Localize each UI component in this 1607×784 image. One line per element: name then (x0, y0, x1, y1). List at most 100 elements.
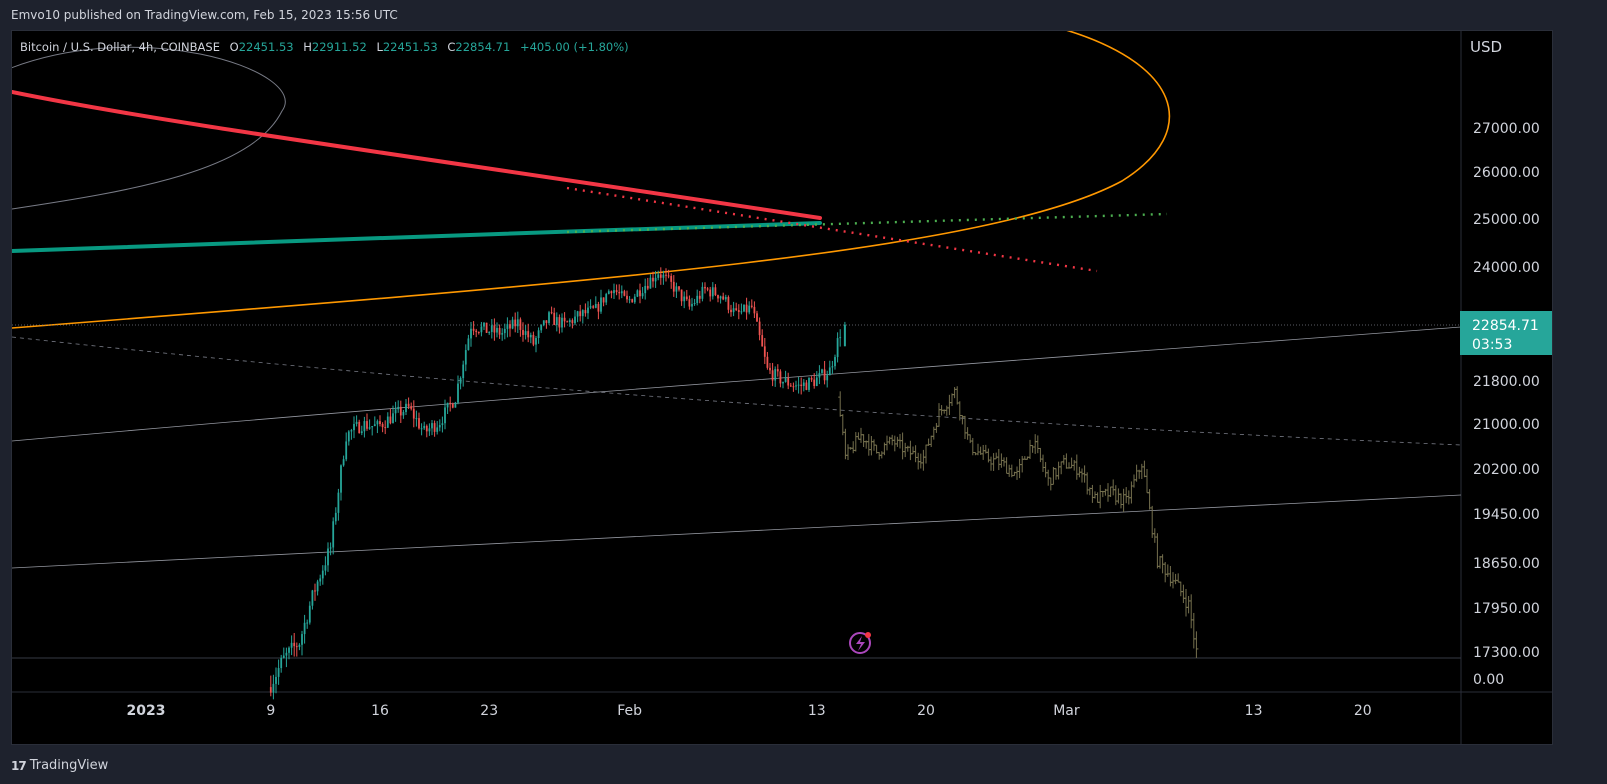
candle (779, 369, 782, 388)
candle-body (509, 324, 511, 329)
candle (311, 589, 314, 610)
candle-body (327, 548, 329, 566)
candle-body (511, 319, 514, 329)
candle-body (342, 459, 345, 466)
tradingview-brand[interactable]: 17 TradingView (11, 758, 108, 773)
candle (576, 310, 579, 323)
candle-body (392, 413, 394, 424)
ghost-bar (1134, 464, 1139, 482)
candle-body (308, 605, 311, 623)
candle-body (415, 418, 418, 420)
candle-body (758, 321, 761, 336)
candle-body (548, 312, 550, 323)
candle (623, 289, 626, 297)
candle (379, 415, 381, 427)
candle-body (574, 316, 576, 324)
ghost-bar (1080, 468, 1084, 483)
candle (563, 312, 566, 328)
price-tick-label: 19450.00 (1473, 507, 1540, 523)
candle (823, 360, 826, 385)
candle (433, 420, 436, 437)
ghost-bar (1090, 484, 1095, 503)
candle-body (337, 492, 340, 513)
candle (516, 311, 519, 334)
candle (475, 328, 478, 338)
candle-body (826, 375, 829, 381)
current-price-badge[interactable]: 22854.71 03:53 (1460, 311, 1553, 355)
candle (527, 323, 530, 343)
currency-label[interactable]: USD (1470, 38, 1502, 56)
candle (397, 400, 400, 413)
candle-body (732, 308, 735, 313)
ghost-bar (1054, 468, 1058, 480)
candle-body (306, 622, 309, 624)
candle-body (381, 423, 384, 428)
candle-body (298, 644, 301, 647)
candle (815, 371, 818, 387)
ghost-bar (1194, 631, 1199, 659)
candle-body (771, 370, 774, 381)
candle-body (613, 290, 615, 294)
candle (376, 419, 379, 434)
candle-body (433, 423, 436, 432)
ghost-bar (1129, 481, 1134, 504)
candle (618, 284, 621, 300)
candle (628, 296, 631, 304)
candle-body (324, 565, 327, 571)
drawings-layer (12, 31, 1462, 569)
ghost-bar (1163, 562, 1168, 583)
candle (698, 290, 701, 304)
candle (758, 317, 761, 341)
ghost-bar (976, 443, 980, 456)
candle-body (670, 275, 673, 282)
ghost-bar (1004, 457, 1009, 474)
candle (373, 416, 376, 427)
candle-body (555, 317, 558, 325)
candle-body (576, 311, 579, 317)
time-axis-ticks: 2023 9 16 23 Feb 13 20 Mar 13 20 (127, 703, 1372, 719)
candle-body (784, 377, 787, 382)
candle-body (464, 350, 467, 365)
candle (636, 289, 639, 298)
price-tick-label: 21000.00 (1473, 417, 1540, 433)
chart-frame[interactable]: 27000.00 26000.00 25000.00 24000.00 21800.00… (11, 30, 1553, 745)
candle-body (597, 303, 600, 312)
ghost-bar (1145, 469, 1149, 494)
candle (472, 321, 475, 336)
time-tick-label: 2023 (127, 703, 166, 719)
candle-body (438, 425, 441, 428)
time-tick-label: 13 (808, 703, 826, 719)
candle-body (418, 418, 420, 429)
price-tick-label: 26000.00 (1473, 165, 1540, 181)
candle-body (475, 330, 478, 333)
candle (358, 419, 361, 434)
candle-body (714, 287, 717, 296)
candle-body (360, 431, 363, 434)
candle-body (558, 317, 561, 328)
bar-countdown: 03:53 (1472, 337, 1512, 353)
candle-body (550, 312, 553, 314)
candle (813, 373, 816, 389)
ghost-bar (944, 405, 949, 416)
candle (340, 464, 342, 501)
ghost-bar (1082, 465, 1087, 483)
ghost-bar (843, 428, 848, 460)
chart-canvas[interactable]: 27000.00 26000.00 25000.00 24000.00 21800.00… (12, 31, 1553, 745)
ghost-bar (903, 442, 908, 458)
candle-body (402, 411, 405, 416)
candle (665, 268, 667, 282)
lightning-alert-icon[interactable] (849, 632, 871, 654)
candle (399, 400, 402, 424)
candle-body (527, 331, 530, 338)
ghost-bar (1059, 461, 1064, 475)
candle-body (787, 377, 790, 386)
candle (558, 314, 561, 334)
candle-body (516, 319, 519, 327)
candle (615, 284, 618, 296)
candle (802, 379, 805, 392)
ghost-bar (1189, 594, 1194, 629)
ghost-bar (1111, 479, 1116, 496)
candle (314, 583, 316, 601)
candle-body (269, 687, 272, 693)
candle-body (667, 275, 670, 277)
